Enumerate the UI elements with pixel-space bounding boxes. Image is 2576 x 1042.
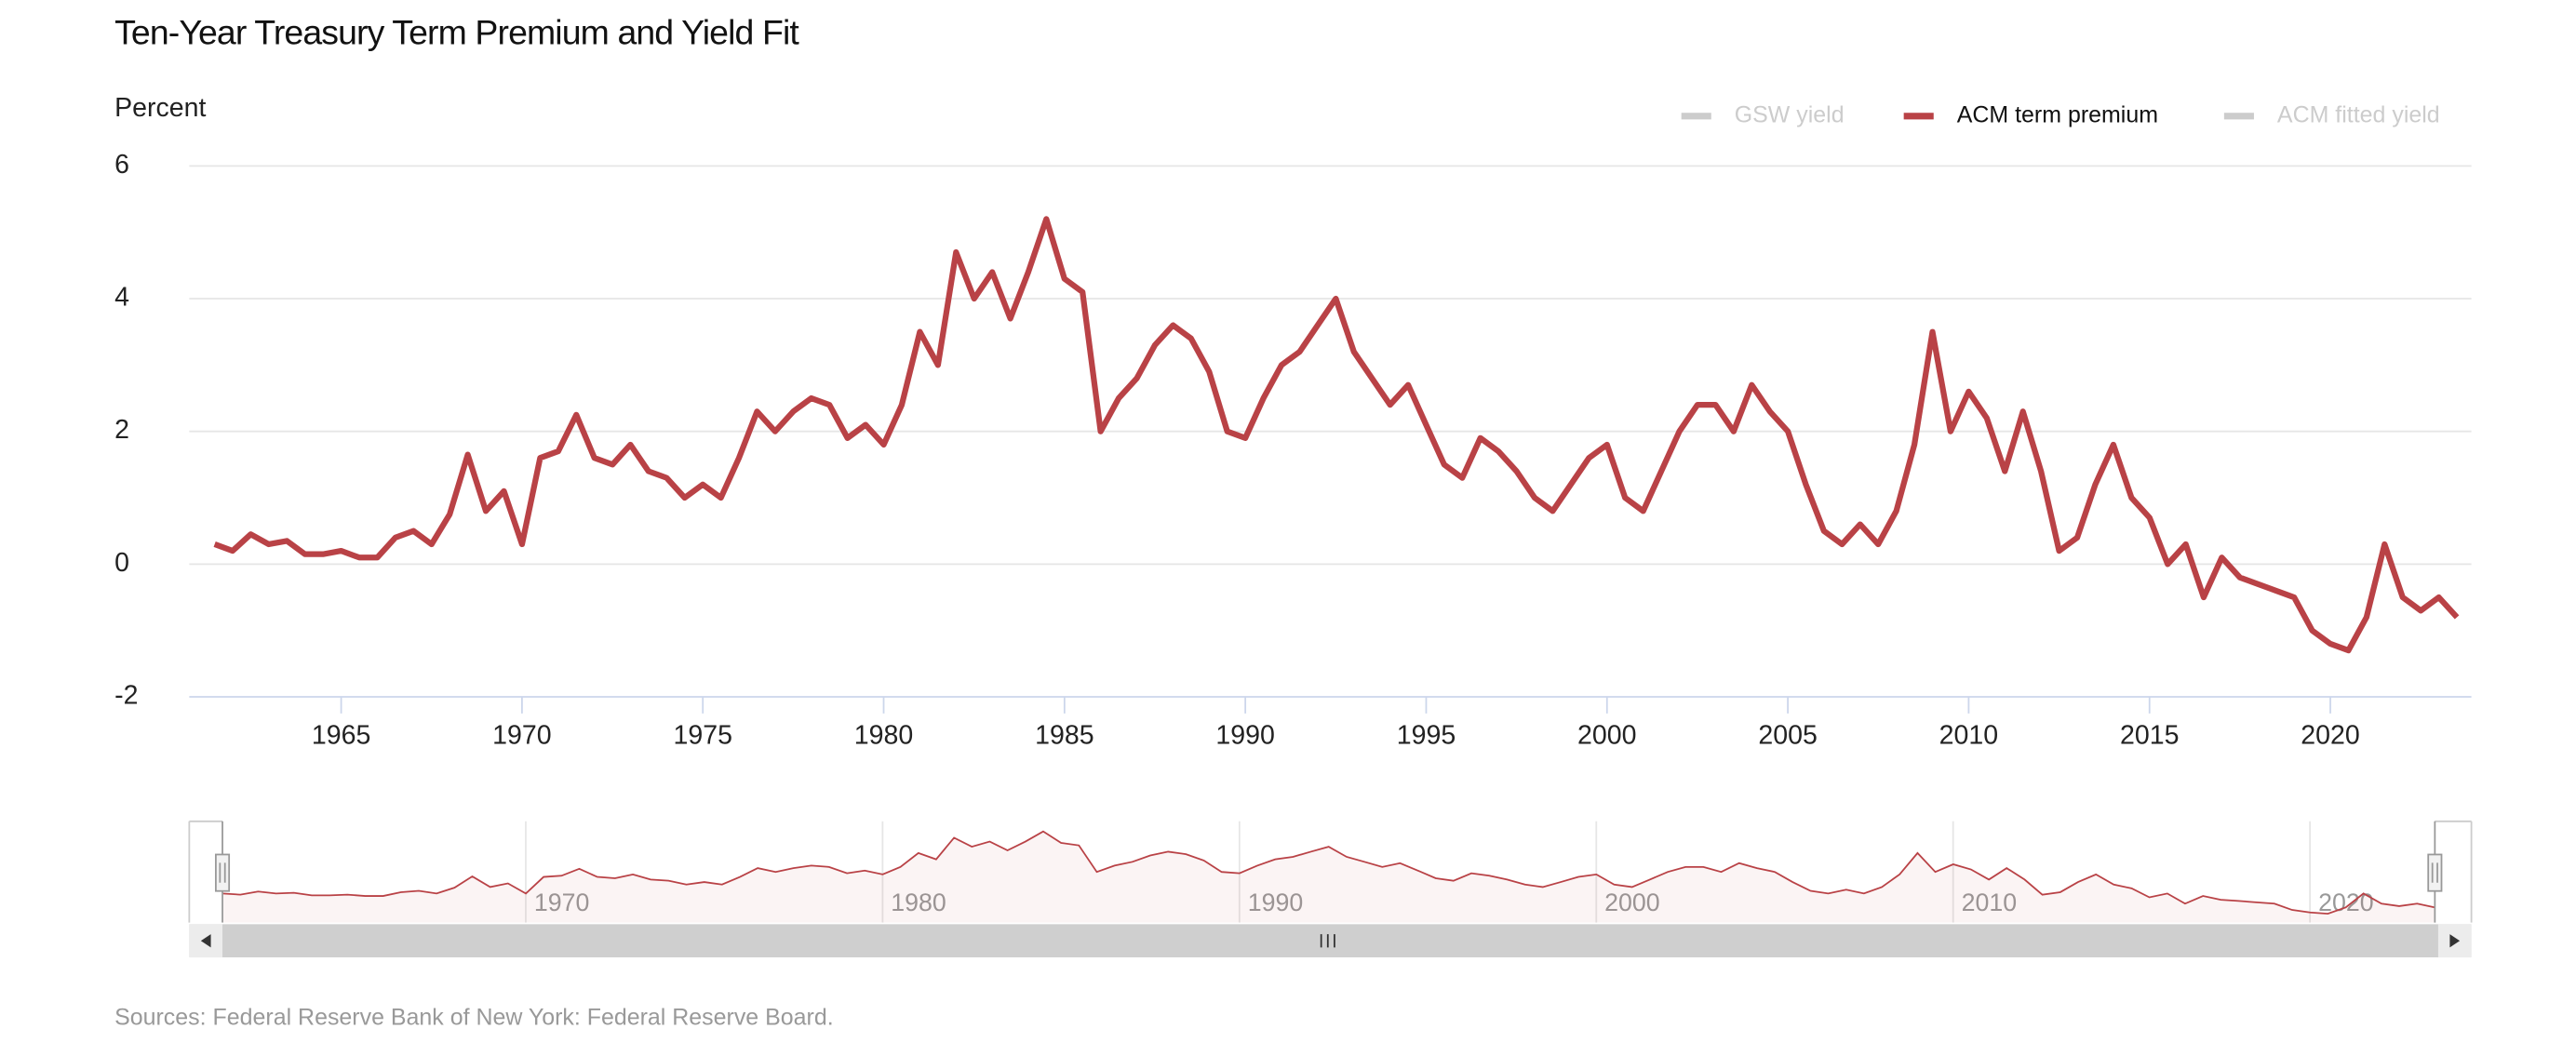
scroll-right-arrow (2449, 934, 2461, 948)
navigator-tick-label: 1970 (534, 888, 590, 916)
scrollbar-grip (1320, 934, 1335, 948)
navigator-tick-label: 2000 (1604, 888, 1660, 916)
navigator-line (221, 830, 2435, 915)
y-tick-label: 0 (114, 548, 129, 578)
legend-label[interactable]: GSW yield (1735, 101, 1845, 127)
source-note: Sources: Federal Reserve Bank of New Yor… (114, 1005, 834, 1031)
x-tick-label: 1980 (854, 720, 913, 750)
legend-label[interactable]: ACM term premium (1957, 101, 2158, 127)
navigator-handle-grip (2431, 862, 2438, 883)
series-line (213, 216, 2460, 654)
x-tick-label: 1995 (1397, 720, 1456, 750)
legend-label[interactable]: ACM fitted yield (2277, 101, 2440, 127)
x-tick-label: 2010 (1939, 720, 1998, 750)
x-tick-label: 2015 (2120, 720, 2179, 750)
scrollbar-track[interactable] (189, 924, 2472, 958)
x-tick-label: 1965 (312, 720, 370, 750)
x-tick-label: 1970 (492, 720, 551, 750)
navigator-tick-label: 2010 (1962, 888, 2018, 916)
y-tick-label: -2 (114, 681, 138, 711)
navigator-area (222, 831, 2435, 923)
x-tick-label: 2005 (1758, 720, 1817, 750)
x-tick-label: 2020 (2301, 720, 2359, 750)
chart-title: Ten-Year Treasury Term Premium and Yield… (114, 12, 799, 51)
navigator-handle[interactable] (2427, 853, 2443, 892)
y-tick-label: 6 (114, 150, 129, 180)
navigator-tick-label: 1980 (891, 888, 946, 916)
navigator-handle-grip (219, 862, 226, 883)
x-tick-label: 2000 (1577, 720, 1636, 750)
navigator-handle[interactable] (215, 853, 231, 892)
x-tick-label: 1990 (1215, 720, 1274, 750)
x-tick-label: 1985 (1035, 720, 1093, 750)
navigator-tick-label: 1990 (1248, 888, 1304, 916)
y-tick-label: 4 (114, 283, 129, 313)
y-tick-label: 2 (114, 415, 129, 445)
scroll-left-arrow (200, 934, 211, 948)
x-tick-label: 1975 (673, 720, 731, 750)
y-axis-label: Percent (114, 93, 206, 123)
